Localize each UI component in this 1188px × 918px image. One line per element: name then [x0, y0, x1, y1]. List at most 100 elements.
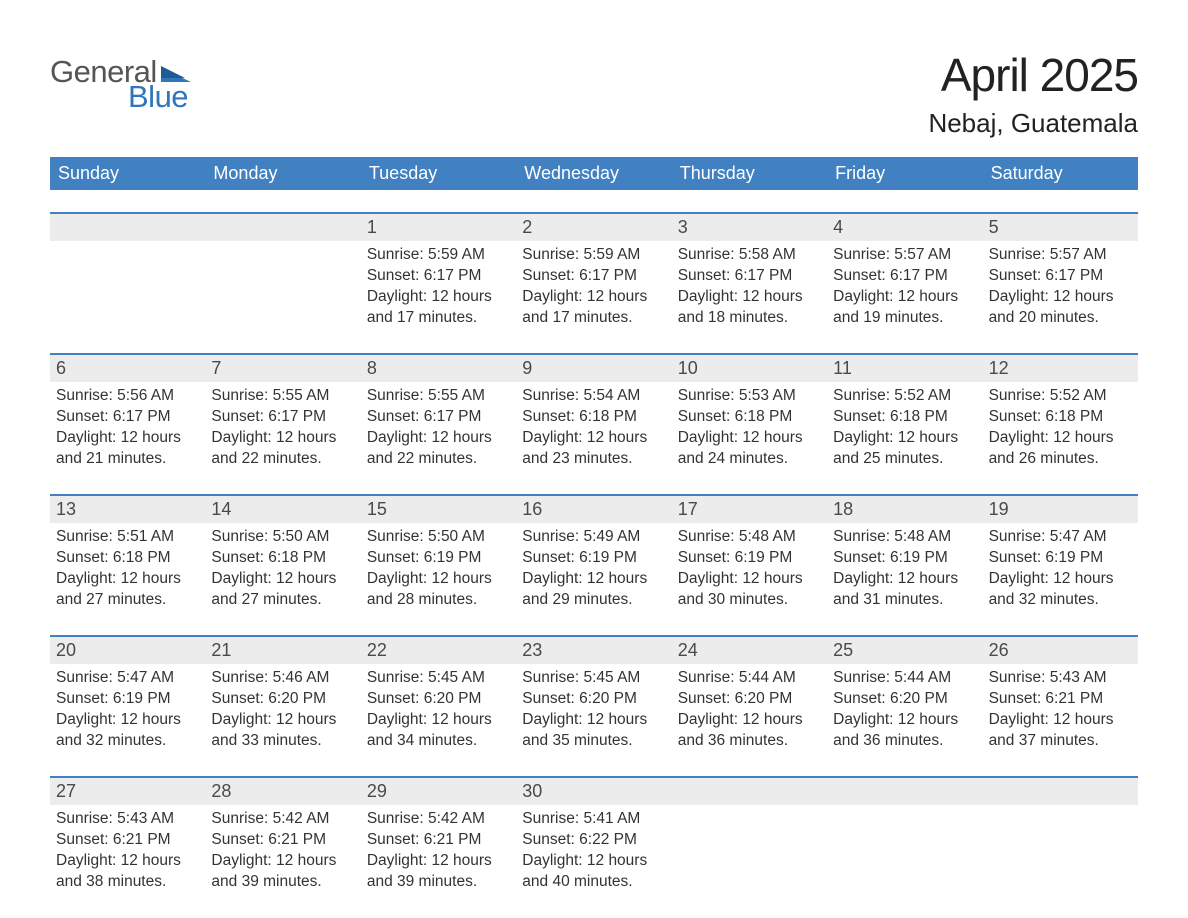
sunrise-line: Sunrise: 5:57 AM	[989, 245, 1132, 266]
daylight-line: Daylight: 12 hours and 21 minutes.	[56, 428, 199, 470]
day-details: Sunrise: 5:45 AMSunset: 6:20 PMDaylight:…	[361, 664, 516, 754]
daylight-line: Daylight: 12 hours and 36 minutes.	[833, 710, 976, 752]
details-row: Sunrise: 5:47 AMSunset: 6:19 PMDaylight:…	[50, 664, 1138, 754]
day-details	[672, 805, 827, 895]
day-number: 17	[672, 496, 827, 523]
day-number: 16	[516, 496, 671, 523]
daynum-row: 20212223242526	[50, 637, 1138, 664]
sunrise-line: Sunrise: 5:58 AM	[678, 245, 821, 266]
daylight-line: Daylight: 12 hours and 31 minutes.	[833, 569, 976, 611]
sunset-line: Sunset: 6:18 PM	[56, 548, 199, 569]
sunrise-line: Sunrise: 5:49 AM	[522, 527, 665, 548]
day-details: Sunrise: 5:52 AMSunset: 6:18 PMDaylight:…	[827, 382, 982, 472]
sunset-line: Sunset: 6:17 PM	[211, 407, 354, 428]
sunset-line: Sunset: 6:20 PM	[833, 689, 976, 710]
daynum-row: 27282930	[50, 778, 1138, 805]
day-header: Tuesday	[361, 157, 516, 190]
daylight-line: Daylight: 12 hours and 27 minutes.	[56, 569, 199, 611]
day-details: Sunrise: 5:50 AMSunset: 6:19 PMDaylight:…	[361, 523, 516, 613]
day-number: 27	[50, 778, 205, 805]
day-details	[827, 805, 982, 895]
day-number: 8	[361, 355, 516, 382]
sunset-line: Sunset: 6:21 PM	[56, 830, 199, 851]
day-number: 13	[50, 496, 205, 523]
daylight-line: Daylight: 12 hours and 25 minutes.	[833, 428, 976, 470]
day-number: 10	[672, 355, 827, 382]
daylight-line: Daylight: 12 hours and 40 minutes.	[522, 851, 665, 893]
day-number: 6	[50, 355, 205, 382]
sunset-line: Sunset: 6:19 PM	[833, 548, 976, 569]
sunset-line: Sunset: 6:21 PM	[367, 830, 510, 851]
sunset-line: Sunset: 6:18 PM	[211, 548, 354, 569]
day-number: 14	[205, 496, 360, 523]
calendar-week: 13141516171819Sunrise: 5:51 AMSunset: 6:…	[50, 494, 1138, 613]
daylight-line: Daylight: 12 hours and 30 minutes.	[678, 569, 821, 611]
day-details: Sunrise: 5:58 AMSunset: 6:17 PMDaylight:…	[672, 241, 827, 331]
day-details: Sunrise: 5:55 AMSunset: 6:17 PMDaylight:…	[361, 382, 516, 472]
day-details: Sunrise: 5:50 AMSunset: 6:18 PMDaylight:…	[205, 523, 360, 613]
day-details: Sunrise: 5:51 AMSunset: 6:18 PMDaylight:…	[50, 523, 205, 613]
month-title: April 2025	[928, 48, 1138, 102]
daylight-line: Daylight: 12 hours and 32 minutes.	[56, 710, 199, 752]
sunset-line: Sunset: 6:20 PM	[367, 689, 510, 710]
day-details: Sunrise: 5:56 AMSunset: 6:17 PMDaylight:…	[50, 382, 205, 472]
details-row: Sunrise: 5:43 AMSunset: 6:21 PMDaylight:…	[50, 805, 1138, 895]
sunset-line: Sunset: 6:17 PM	[522, 266, 665, 287]
day-details: Sunrise: 5:53 AMSunset: 6:18 PMDaylight:…	[672, 382, 827, 472]
daylight-line: Daylight: 12 hours and 33 minutes.	[211, 710, 354, 752]
day-details: Sunrise: 5:44 AMSunset: 6:20 PMDaylight:…	[672, 664, 827, 754]
sunrise-line: Sunrise: 5:42 AM	[211, 809, 354, 830]
sunset-line: Sunset: 6:17 PM	[367, 266, 510, 287]
sunrise-line: Sunrise: 5:55 AM	[211, 386, 354, 407]
sunrise-line: Sunrise: 5:47 AM	[989, 527, 1132, 548]
details-row: Sunrise: 5:59 AMSunset: 6:17 PMDaylight:…	[50, 241, 1138, 331]
daynum-row: 12345	[50, 214, 1138, 241]
daylight-line: Daylight: 12 hours and 38 minutes.	[56, 851, 199, 893]
sunrise-line: Sunrise: 5:52 AM	[833, 386, 976, 407]
sunrise-line: Sunrise: 5:44 AM	[833, 668, 976, 689]
day-number: 18	[827, 496, 982, 523]
sunrise-line: Sunrise: 5:51 AM	[56, 527, 199, 548]
sunrise-line: Sunrise: 5:45 AM	[367, 668, 510, 689]
day-number: 29	[361, 778, 516, 805]
location-title: Nebaj, Guatemala	[928, 108, 1138, 139]
day-number: 21	[205, 637, 360, 664]
daylight-line: Daylight: 12 hours and 22 minutes.	[367, 428, 510, 470]
daylight-line: Daylight: 12 hours and 27 minutes.	[211, 569, 354, 611]
day-number: 26	[983, 637, 1138, 664]
calendar-week: 20212223242526Sunrise: 5:47 AMSunset: 6:…	[50, 635, 1138, 754]
sunrise-line: Sunrise: 5:50 AM	[367, 527, 510, 548]
day-details: Sunrise: 5:47 AMSunset: 6:19 PMDaylight:…	[50, 664, 205, 754]
daylight-line: Daylight: 12 hours and 20 minutes.	[989, 287, 1132, 329]
sunrise-line: Sunrise: 5:52 AM	[989, 386, 1132, 407]
daylight-line: Daylight: 12 hours and 23 minutes.	[522, 428, 665, 470]
day-details: Sunrise: 5:52 AMSunset: 6:18 PMDaylight:…	[983, 382, 1138, 472]
sunrise-line: Sunrise: 5:57 AM	[833, 245, 976, 266]
daynum-row: 13141516171819	[50, 496, 1138, 523]
daylight-line: Daylight: 12 hours and 22 minutes.	[211, 428, 354, 470]
day-details: Sunrise: 5:54 AMSunset: 6:18 PMDaylight:…	[516, 382, 671, 472]
details-row: Sunrise: 5:51 AMSunset: 6:18 PMDaylight:…	[50, 523, 1138, 613]
day-details: Sunrise: 5:59 AMSunset: 6:17 PMDaylight:…	[361, 241, 516, 331]
sunset-line: Sunset: 6:20 PM	[678, 689, 821, 710]
day-details: Sunrise: 5:44 AMSunset: 6:20 PMDaylight:…	[827, 664, 982, 754]
day-details: Sunrise: 5:48 AMSunset: 6:19 PMDaylight:…	[827, 523, 982, 613]
daylight-line: Daylight: 12 hours and 39 minutes.	[211, 851, 354, 893]
day-details: Sunrise: 5:57 AMSunset: 6:17 PMDaylight:…	[983, 241, 1138, 331]
daynum-row: 6789101112	[50, 355, 1138, 382]
sunset-line: Sunset: 6:19 PM	[989, 548, 1132, 569]
sunset-line: Sunset: 6:19 PM	[522, 548, 665, 569]
sunset-line: Sunset: 6:22 PM	[522, 830, 665, 851]
daylight-line: Daylight: 12 hours and 28 minutes.	[367, 569, 510, 611]
sunset-line: Sunset: 6:18 PM	[678, 407, 821, 428]
sunset-line: Sunset: 6:19 PM	[367, 548, 510, 569]
day-number: 28	[205, 778, 360, 805]
title-block: April 2025 Nebaj, Guatemala	[928, 48, 1138, 139]
day-number: 7	[205, 355, 360, 382]
day-details: Sunrise: 5:57 AMSunset: 6:17 PMDaylight:…	[827, 241, 982, 331]
calendar-week: 27282930Sunrise: 5:43 AMSunset: 6:21 PMD…	[50, 776, 1138, 895]
daylight-line: Daylight: 12 hours and 17 minutes.	[522, 287, 665, 329]
day-number	[827, 778, 982, 805]
sunset-line: Sunset: 6:18 PM	[833, 407, 976, 428]
day-details: Sunrise: 5:43 AMSunset: 6:21 PMDaylight:…	[50, 805, 205, 895]
